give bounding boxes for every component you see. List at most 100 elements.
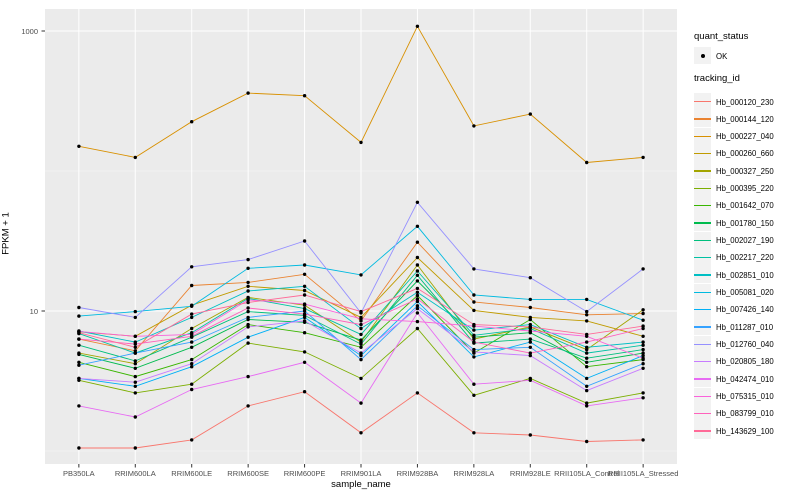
data-point xyxy=(302,306,307,311)
data-point xyxy=(359,309,363,314)
data-point xyxy=(528,433,532,437)
x-tick-label: RRIM928LA xyxy=(453,469,495,478)
data-point xyxy=(641,362,645,366)
data-point xyxy=(246,300,250,305)
legend-key-box xyxy=(694,352,711,370)
data-point xyxy=(415,24,420,28)
data-point xyxy=(585,297,589,302)
data-point xyxy=(528,112,532,116)
legend-line-swatch-icon xyxy=(694,222,711,224)
data-point xyxy=(190,357,194,362)
data-point xyxy=(472,124,476,128)
legend-item-label: OK xyxy=(716,51,728,61)
data-point xyxy=(472,267,476,271)
data-point xyxy=(302,284,307,288)
x-tick-label: RRIM600PE xyxy=(283,469,326,478)
data-point xyxy=(190,387,194,392)
data-point xyxy=(190,365,194,369)
data-point xyxy=(415,279,420,283)
data-point xyxy=(415,263,420,267)
data-point xyxy=(359,273,363,277)
legend-key-box xyxy=(694,179,711,197)
data-point xyxy=(133,362,137,366)
data-point xyxy=(528,337,532,341)
data-point xyxy=(641,311,645,316)
data-point xyxy=(585,404,589,408)
data-point xyxy=(359,342,363,346)
data-point xyxy=(415,273,420,277)
data-point xyxy=(133,391,137,395)
data-point xyxy=(302,288,307,293)
data-point xyxy=(585,439,589,444)
data-point xyxy=(190,315,194,320)
data-point xyxy=(133,415,137,419)
data-point xyxy=(641,326,645,331)
data-point xyxy=(472,382,476,386)
data-point xyxy=(77,305,81,310)
legend-title-quant-status: quant_status xyxy=(694,31,749,42)
legend-line-swatch-icon xyxy=(694,326,711,328)
legend-item-label: Hb_042474_010 xyxy=(716,374,774,384)
data-point xyxy=(359,317,363,321)
data-point xyxy=(190,312,194,316)
legend-key-box xyxy=(694,248,711,266)
legend-line-swatch-icon xyxy=(694,187,711,190)
legend-item-label: Hb_000327_250 xyxy=(716,166,774,176)
legend-key-box xyxy=(694,127,711,145)
data-point xyxy=(415,304,420,308)
data-point xyxy=(415,306,420,311)
y-axis-title: FPKM + 1 xyxy=(0,212,12,255)
data-point xyxy=(246,325,250,329)
data-point xyxy=(585,340,589,344)
data-point xyxy=(302,390,307,394)
legend-line-swatch-icon xyxy=(694,135,711,138)
data-point xyxy=(133,366,137,370)
data-point xyxy=(133,446,137,450)
data-point xyxy=(472,355,476,359)
legend-title-tracking-id: tracking_id xyxy=(694,73,740,84)
data-point xyxy=(246,298,250,302)
legend-key-box xyxy=(694,335,711,353)
data-point xyxy=(302,263,307,267)
legend-item-label: Hb_001642_070 xyxy=(716,201,774,211)
data-point xyxy=(302,94,307,98)
data-point xyxy=(641,347,645,352)
data-point xyxy=(472,300,476,304)
data-point xyxy=(359,353,363,358)
legend-line-swatch-icon xyxy=(694,118,711,120)
legend-line-swatch-icon xyxy=(694,152,711,155)
data-point xyxy=(472,350,476,354)
data-point xyxy=(190,438,194,442)
data-point xyxy=(246,289,250,293)
data-point xyxy=(472,333,476,337)
x-tick-label: RRIM600LE xyxy=(171,469,213,478)
data-point xyxy=(359,140,363,145)
data-point xyxy=(528,378,532,382)
data-point xyxy=(133,345,137,349)
data-point xyxy=(641,343,645,347)
legend-key-box xyxy=(694,214,711,232)
data-point xyxy=(528,345,532,349)
legend-key-box xyxy=(694,47,711,64)
data-point xyxy=(246,280,250,285)
data-point xyxy=(415,297,420,301)
data-point xyxy=(472,328,476,332)
data-point xyxy=(528,351,532,355)
x-axis-title: sample_name xyxy=(331,479,391,490)
data-point xyxy=(641,396,645,400)
x-tick-label: RRIM928LE xyxy=(509,469,551,478)
data-point xyxy=(359,357,363,362)
data-point xyxy=(77,314,81,318)
x-tick-label: RRII105LA_Control xyxy=(554,469,620,478)
data-point xyxy=(302,350,307,354)
legend-line-swatch-icon xyxy=(694,430,711,432)
legend-item-label: Hb_000395_220 xyxy=(716,184,774,194)
legend-key-box xyxy=(694,404,711,422)
data-point xyxy=(528,329,532,333)
data-point xyxy=(585,309,589,314)
data-point xyxy=(190,326,194,331)
data-point xyxy=(133,384,137,388)
data-point xyxy=(190,120,194,124)
data-point xyxy=(246,335,250,339)
data-point xyxy=(415,293,420,298)
